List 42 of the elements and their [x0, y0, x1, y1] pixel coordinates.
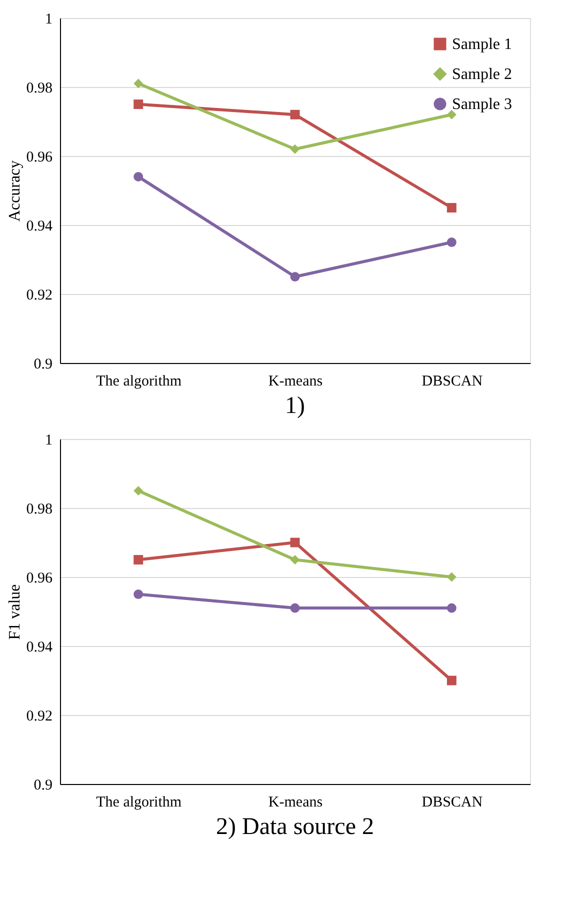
point: [290, 555, 300, 564]
x-tick-label: The algorithm: [96, 374, 182, 390]
x-tick-label: DBSCAN: [422, 794, 483, 810]
x-tick-label: K-means: [268, 794, 323, 810]
point: [134, 78, 144, 88]
point: [134, 486, 144, 496]
y-axis-title: F1 value: [6, 584, 24, 640]
y-tick-label: 0.94: [26, 218, 53, 234]
legend-label: Sample 1: [452, 36, 512, 53]
point: [290, 144, 300, 154]
y-tick-label: 0.98: [26, 80, 52, 96]
point: [134, 100, 144, 109]
point: [134, 555, 144, 564]
point: [446, 238, 456, 247]
y-tick-label: 0.9: [34, 356, 52, 372]
point: [290, 603, 300, 613]
point: [290, 538, 300, 548]
x-tick-label: DBSCAN: [422, 374, 483, 390]
x-tick-label: K-means: [268, 374, 323, 390]
y-tick-label: 1: [45, 12, 52, 28]
point: [290, 110, 300, 120]
text: 2) Data source 2: [216, 814, 374, 840]
point: [446, 603, 456, 613]
y-tick-label: 0.9: [34, 778, 52, 794]
legend-label: Sample 2: [452, 66, 512, 83]
y-tick-label: 0.96: [26, 570, 53, 586]
x-tick-label: The algorithm: [96, 794, 182, 810]
point: [446, 203, 456, 212]
point: [134, 172, 144, 182]
y-tick-label: 0.98: [26, 502, 52, 518]
legend-label: Sample 3: [452, 96, 512, 113]
text: 1): [285, 393, 305, 419]
y-tick-label: 0.96: [26, 150, 53, 166]
y-axis-title: Accuracy: [6, 160, 24, 222]
y-tick-label: 0.92: [26, 288, 52, 304]
point: [134, 590, 144, 599]
y-tick-label: 0.94: [26, 640, 53, 656]
point: [446, 676, 456, 686]
y-tick-label: 1: [45, 432, 52, 448]
point: [290, 272, 300, 282]
point: [446, 572, 456, 582]
y-tick-label: 0.92: [26, 708, 52, 724]
